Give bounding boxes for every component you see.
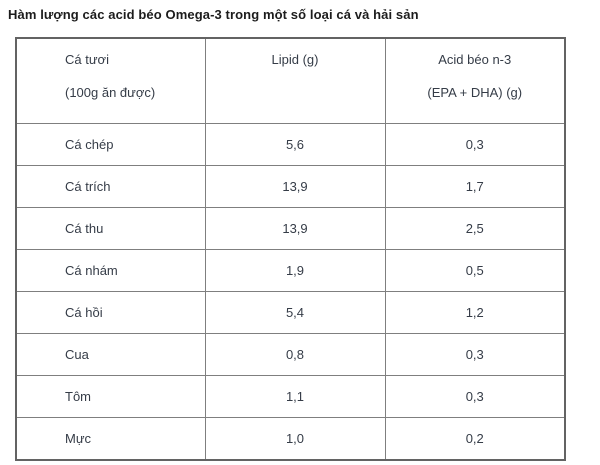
n3-value-cell: 2,5 [384, 207, 566, 250]
food-name-cell: Cá thu [15, 207, 206, 250]
page-title: Hàm lượng các acid béo Omega-3 trong một… [8, 7, 419, 22]
column-header-n3-line1: Acid béo n-3 [438, 52, 512, 67]
lipid-value-cell: 1,1 [204, 375, 386, 418]
column-header-fish-line2: (100g ăn được) [65, 85, 156, 100]
food-name-cell: Mực [15, 417, 206, 461]
lipid-value-cell: 0,8 [204, 333, 386, 376]
n3-value-cell: 0,5 [384, 249, 566, 292]
table-row: Cá hồi 5,4 1,2 [15, 291, 566, 334]
n3-value-cell: 0,3 [384, 375, 566, 418]
column-header-lipid: Lipid (g) [204, 37, 386, 124]
table-row: Cá thu 13,9 2,5 [15, 207, 566, 250]
table-row: Cua 0,8 0,3 [15, 333, 566, 376]
n3-value-cell: 0,3 [384, 123, 566, 166]
food-name-cell: Tôm [15, 375, 206, 418]
column-header-n3-line2: (EPA + DHA) (g) [427, 85, 523, 100]
table-row: Mực 1,0 0,2 [15, 417, 566, 461]
food-name-cell: Cá chép [15, 123, 206, 166]
table-row: Cá chép 5,6 0,3 [15, 123, 566, 166]
n3-value-cell: 0,3 [384, 333, 566, 376]
n3-value-cell: 1,2 [384, 291, 566, 334]
n3-value-cell: 1,7 [384, 165, 566, 208]
food-name-cell: Cá trích [15, 165, 206, 208]
food-name-cell: Cá hồi [15, 291, 206, 334]
table-row: Tôm 1,1 0,3 [15, 375, 566, 418]
lipid-value-cell: 1,0 [204, 417, 386, 461]
lipid-value-cell: 5,4 [204, 291, 386, 334]
food-name-cell: Cua [15, 333, 206, 376]
lipid-value-cell: 13,9 [204, 165, 386, 208]
n3-value-cell: 0,2 [384, 417, 566, 461]
lipid-value-cell: 13,9 [204, 207, 386, 250]
lipid-value-cell: 1,9 [204, 249, 386, 292]
column-header-fish-line1: Cá tươi [65, 52, 109, 67]
lipid-value-cell: 5,6 [204, 123, 386, 166]
table-header-row: Cá tươi (100g ăn được) Lipid (g) Acid bé… [15, 37, 566, 124]
table-row: Cá nhám 1,9 0,5 [15, 249, 566, 292]
table-row: Cá trích 13,9 1,7 [15, 165, 566, 208]
column-header-fish: Cá tươi (100g ăn được) [15, 37, 206, 124]
column-header-n3: Acid béo n-3 (EPA + DHA) (g) [384, 37, 566, 124]
food-name-cell: Cá nhám [15, 249, 206, 292]
column-header-lipid-line1: Lipid (g) [271, 52, 319, 67]
omega3-content-table: Cá tươi (100g ăn được) Lipid (g) Acid bé… [15, 37, 566, 461]
